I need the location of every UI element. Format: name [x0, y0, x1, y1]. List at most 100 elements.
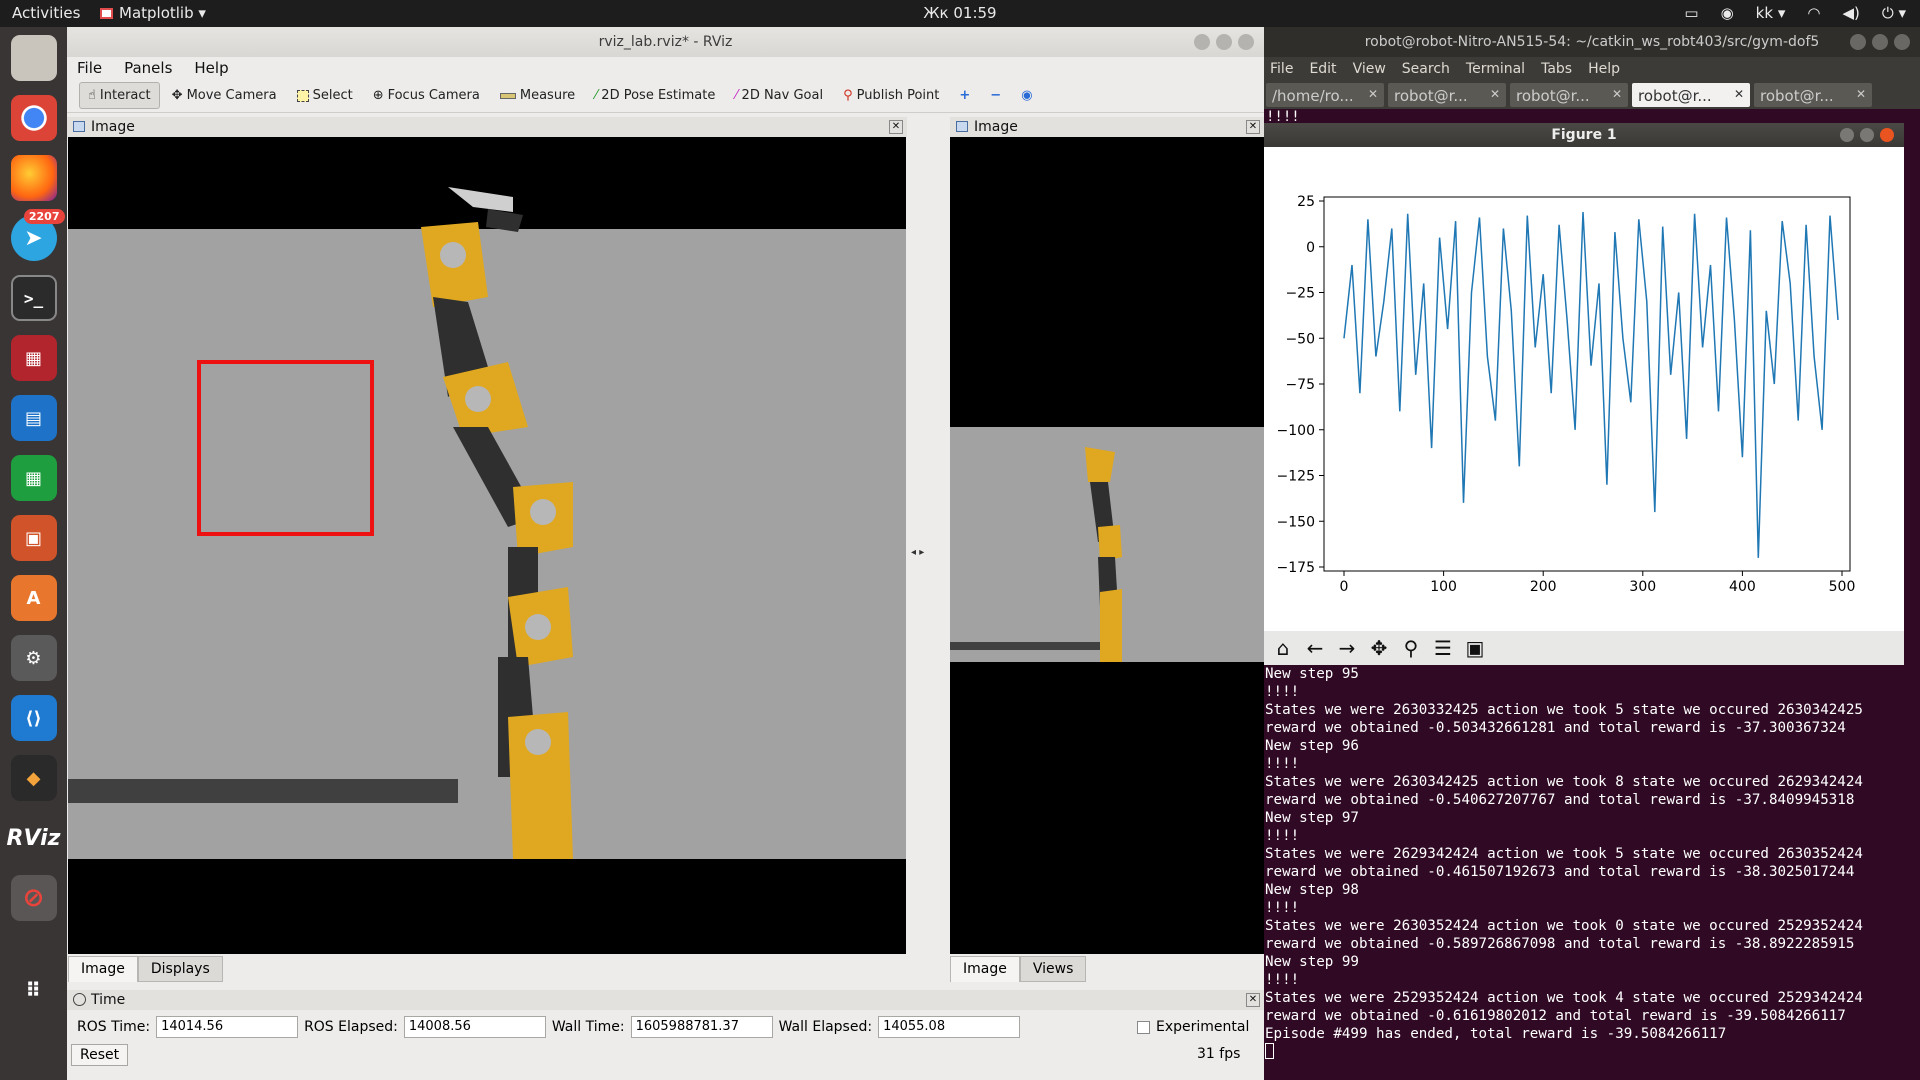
time-panel-close[interactable]: ✕	[1246, 993, 1260, 1007]
calc-icon[interactable]: ▦	[10, 455, 57, 501]
tab-displays[interactable]: Displays	[137, 956, 223, 982]
network-globe-icon[interactable]: ◉	[1720, 4, 1734, 22]
terminal-icon[interactable]: >_	[10, 275, 57, 321]
remove-tool-button[interactable]: −	[982, 83, 1009, 108]
terminal-output[interactable]: New step 95!!!! States we were 2630332425…	[1265, 665, 1920, 1059]
time-panel-header: Time ✕	[67, 990, 1264, 1010]
save-icon[interactable]: ▣	[1465, 636, 1485, 660]
pose-estimate-tool[interactable]: ⁄ 2D Pose Estimate	[587, 83, 723, 108]
terminal-tab[interactable]: robot@r... ✕	[1510, 83, 1628, 107]
volume-icon[interactable]: ◀)	[1842, 4, 1860, 22]
no-entry-icon[interactable]: ⊘	[10, 875, 57, 921]
files-icon[interactable]	[10, 35, 57, 81]
rviz-icon[interactable]: RViz	[6, 825, 61, 851]
wall-elapsed-field[interactable]: 14055.08	[878, 1016, 1021, 1038]
tab-views[interactable]: Views	[1019, 956, 1087, 982]
writer-icon[interactable]: ▤	[10, 395, 57, 441]
impress-icon[interactable]: ▣	[10, 515, 57, 561]
tab-image[interactable]: Image	[68, 956, 138, 982]
close-icon[interactable]: ✕	[1611, 87, 1622, 101]
wall-time-field[interactable]: 1605988781.37	[630, 1016, 773, 1038]
time-panel-title: Time	[91, 992, 126, 1008]
right-panel-header: Image ✕	[950, 117, 1264, 137]
term-menu-terminal[interactable]: Terminal	[1465, 61, 1526, 77]
publish-point-tool[interactable]: ⚲ Publish Point	[835, 83, 947, 108]
minimize-button[interactable]	[1194, 34, 1210, 50]
wifi-icon[interactable]: ◠	[1807, 4, 1821, 22]
experimental-checkbox[interactable]	[1137, 1020, 1150, 1034]
fig-maximize-button[interactable]	[1860, 128, 1874, 142]
menu-help[interactable]: Help	[194, 59, 229, 77]
measure-tool[interactable]: Measure	[492, 83, 583, 108]
app-grid-icon[interactable]: ⠿	[25, 978, 42, 1002]
back-arrow-icon[interactable]: ←	[1306, 636, 1324, 660]
move-camera-tool[interactable]: ✥ Move Camera	[164, 83, 285, 108]
settings-icon[interactable]: ⚙	[10, 635, 57, 681]
splitter-handle[interactable]: ◂ ▸	[911, 547, 925, 558]
keyboard-layout[interactable]: kk ▾	[1755, 4, 1786, 22]
menu-panels[interactable]: Panels	[124, 59, 173, 77]
configure-subplots-icon[interactable]: ☰	[1434, 636, 1452, 660]
focus-icon: ⊕	[372, 88, 384, 103]
camera-icon[interactable]: ▭	[1684, 4, 1699, 22]
term-maximize-button[interactable]	[1872, 34, 1888, 50]
reset-button[interactable]: Reset	[71, 1044, 129, 1066]
menu-file[interactable]: File	[77, 59, 103, 77]
close-icon[interactable]: ✕	[1489, 87, 1500, 101]
app-menu[interactable]: Matplotlib ▾	[100, 4, 206, 22]
rviz-titlebar[interactable]: rviz_lab.rviz* - RViz	[67, 27, 1264, 57]
fig-minimize-button[interactable]	[1840, 128, 1854, 142]
firefox-icon[interactable]	[10, 155, 57, 201]
activities-button[interactable]: Activities	[12, 4, 81, 22]
add-tool-button[interactable]: +	[951, 83, 978, 108]
ros-time-field[interactable]: 14014.56	[156, 1016, 299, 1038]
right-panel-close[interactable]: ✕	[1246, 120, 1260, 134]
clock[interactable]: Жк 01:59	[923, 4, 997, 22]
tool-properties-button[interactable]: ◉	[1013, 83, 1040, 108]
terminal-tab[interactable]: robot@r... ✕	[1754, 83, 1872, 107]
term-menu-edit[interactable]: Edit	[1309, 61, 1337, 77]
close-icon[interactable]: ✕	[1367, 87, 1378, 101]
tab-image-right[interactable]: Image	[950, 956, 1020, 982]
remote-desktop-icon[interactable]: ▦	[10, 335, 57, 381]
left-panel-close[interactable]: ✕	[889, 120, 903, 134]
term-menu-tabs[interactable]: Tabs	[1541, 61, 1573, 77]
pan-icon[interactable]: ✥	[1370, 636, 1388, 660]
power-icon[interactable]: ⏻ ▾	[1881, 4, 1906, 22]
term-minimize-button[interactable]	[1850, 34, 1866, 50]
term-menu-help[interactable]: Help	[1588, 61, 1620, 77]
figure-titlebar[interactable]: Figure 1	[1264, 123, 1904, 147]
maximize-button[interactable]	[1216, 34, 1232, 50]
term-menu-file[interactable]: File	[1270, 61, 1294, 77]
fig-close-button[interactable]	[1880, 128, 1894, 142]
telegram-icon[interactable]: ➤ 2207	[10, 209, 65, 261]
nav-goal-tool[interactable]: ⁄ 2D Nav Goal	[727, 83, 831, 108]
home-icon[interactable]: ⌂	[1276, 636, 1290, 660]
focus-camera-tool[interactable]: ⊕ Focus Camera	[365, 83, 488, 108]
close-icon[interactable]: ✕	[1855, 87, 1866, 101]
interact-tool[interactable]: ☝ Interact	[79, 82, 160, 109]
terminal-tab[interactable]: robot@r... ✕	[1388, 83, 1506, 107]
x-tick-label: 200	[1530, 579, 1557, 595]
figure-plot[interactable]: 0 100 200 300 400 500 25 0 −25 −50 −75 −100 −125 −150…	[1264, 147, 1904, 631]
select-tool[interactable]: Select	[289, 83, 361, 108]
chrome-icon[interactable]	[10, 95, 57, 141]
vscode-icon[interactable]: ⟨⟩	[10, 695, 57, 741]
x-tick-label: 100	[1430, 579, 1457, 595]
close-icon[interactable]: ✕	[1733, 87, 1744, 101]
term-close-button[interactable]	[1894, 34, 1910, 50]
terminal-tab[interactable]: /home/ro... ✕	[1266, 83, 1384, 107]
terminal-tab-active[interactable]: robot@r... ✕	[1632, 83, 1750, 107]
terminal-titlebar[interactable]: robot@robot-Nitro-AN515-54: ~/catkin_ws_…	[1264, 27, 1920, 57]
software-center-icon[interactable]: A	[10, 575, 57, 621]
system-tray[interactable]: ▭ ◉ kk ▾ ◠ ◀) ⏻ ▾	[1684, 4, 1906, 22]
right-camera-view[interactable]	[950, 137, 1264, 954]
sublime-icon[interactable]: ◆	[10, 755, 57, 801]
zoom-icon[interactable]: ⚲	[1403, 636, 1419, 660]
term-menu-view[interactable]: View	[1352, 61, 1386, 77]
close-button[interactable]	[1238, 34, 1254, 50]
term-menu-search[interactable]: Search	[1401, 61, 1450, 77]
left-camera-view[interactable]	[68, 137, 906, 954]
forward-arrow-icon[interactable]: →	[1338, 636, 1356, 660]
ros-elapsed-field[interactable]: 14008.56	[403, 1016, 546, 1038]
